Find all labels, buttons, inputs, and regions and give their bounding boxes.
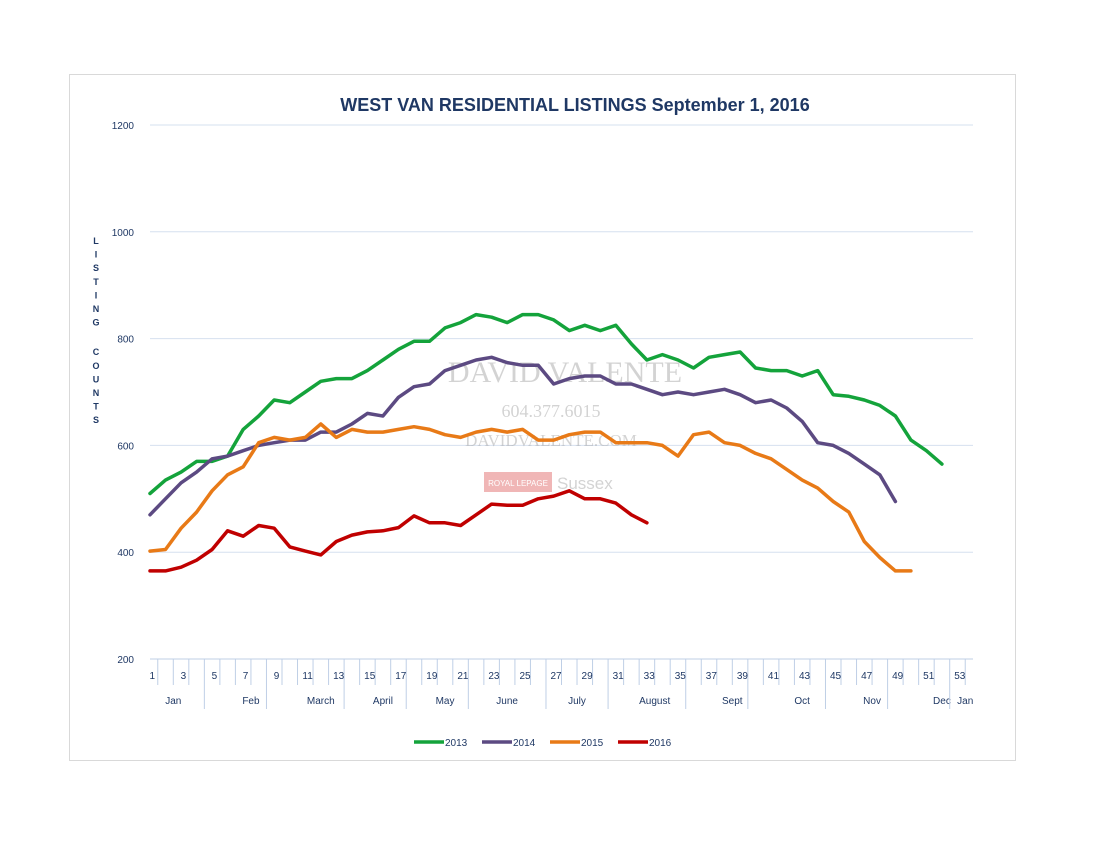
x-tick-label: 35 — [675, 671, 687, 682]
x-tick-label: 39 — [737, 671, 749, 682]
legend-label-2015: 2015 — [581, 738, 604, 749]
watermark-name: DAVID VALENTE — [448, 356, 682, 389]
series-line-2014 — [148, 355, 898, 517]
y-axis-label-letter: S — [93, 263, 99, 273]
x-tick-label: 23 — [488, 671, 500, 682]
x-tick-label: 51 — [923, 671, 935, 682]
y-axis-label-letter: L — [93, 236, 99, 246]
y-axis-label-letter: N — [93, 388, 100, 398]
x-tick-label: 47 — [861, 671, 873, 682]
y-axis-label-letter: G — [92, 318, 99, 328]
y-tick-label: 800 — [117, 335, 134, 346]
month-label: July — [568, 696, 586, 707]
x-tick-label: 33 — [644, 671, 656, 682]
series-line-2013 — [148, 312, 944, 496]
y-axis-label-letter: N — [93, 304, 100, 314]
month-label: August — [639, 696, 670, 707]
watermark: DAVID VALENTE 604.377.6015 DAVIDVALENTE.… — [448, 356, 682, 493]
y-axis-label-letter: U — [93, 374, 100, 384]
gridlines — [150, 124, 973, 660]
x-tick-label: 5 — [212, 671, 218, 682]
month-label: Sept — [722, 696, 743, 707]
x-tick-label: 21 — [457, 671, 469, 682]
month-label: April — [373, 696, 393, 707]
month-label: June — [496, 696, 518, 707]
watermark-brand-box — [484, 472, 552, 492]
watermark-brand: ROYAL LEPAGE — [488, 479, 548, 488]
month-label: May — [436, 696, 455, 707]
x-tick-label: 43 — [799, 671, 811, 682]
x-tick-label: 31 — [613, 671, 625, 682]
x-tick-label: 13 — [333, 671, 345, 682]
month-label: Jan — [957, 696, 973, 707]
x-tick-label: 45 — [830, 671, 842, 682]
legend: 2013 2014 2015 2016 — [414, 738, 672, 749]
x-tick-label: 7 — [243, 671, 249, 682]
y-axis-label-letter: T — [93, 277, 99, 287]
y-axis-label-letter: O — [92, 361, 99, 371]
x-tick-label: 53 — [954, 671, 966, 682]
month-label: Nov — [863, 696, 881, 707]
y-axis-label-letter: S — [93, 415, 99, 425]
y-axis-label-letter: I — [95, 250, 98, 260]
x-tick-label: 17 — [395, 671, 407, 682]
x-tick-label: 29 — [582, 671, 594, 682]
x-tick-label: 11 — [302, 671, 313, 682]
legend-label-2014: 2014 — [513, 738, 536, 749]
x-axis: 1 3 5 7 9 11 13 15 17 19 21 23 25 27 29 31 33 35 37 39 41 43 4… — [150, 658, 973, 709]
x-tick-label: 37 — [706, 671, 718, 682]
y-axis-label-letter: T — [93, 402, 99, 412]
x-tick-label: 1 — [150, 671, 156, 682]
series-group — [148, 312, 944, 573]
month-label: Jan — [165, 696, 181, 707]
month-label: Oct — [794, 696, 810, 707]
y-tick-label: 200 — [117, 655, 134, 666]
x-tick-label: 9 — [274, 671, 280, 682]
x-tick-label: 41 — [768, 671, 780, 682]
series-line-2015 — [148, 422, 913, 573]
y-tick-label: 1000 — [112, 228, 135, 239]
watermark-phone: 604.377.6015 — [502, 401, 601, 421]
month-label: Dec — [933, 696, 951, 707]
x-tick-label: 3 — [181, 671, 187, 682]
x-tick-label: 27 — [551, 671, 563, 682]
y-tick-label: 400 — [117, 548, 134, 559]
x-tick-label: 19 — [426, 671, 438, 682]
x-tick-label: 25 — [519, 671, 531, 682]
y-axis-label-letter: I — [95, 290, 98, 300]
y-axis-label-letter: C — [93, 347, 100, 357]
x-tick-label: 15 — [364, 671, 376, 682]
watermark-office: Sussex — [557, 474, 613, 493]
x-tick-label: 49 — [892, 671, 904, 682]
month-label: March — [307, 696, 335, 707]
legend-label-2013: 2013 — [445, 738, 468, 749]
chart-title: WEST VAN RESIDENTIAL LISTINGS September … — [340, 95, 809, 115]
series-line-2016 — [148, 489, 649, 573]
y-tick-label: 1200 — [112, 121, 135, 132]
legend-label-2016: 2016 — [649, 738, 672, 749]
y-tick-label: 600 — [117, 441, 134, 452]
chart-frame — [69, 74, 1016, 761]
y-axis: 200 400 600 800 1000 1200 — [112, 121, 135, 666]
month-label: Feb — [242, 696, 260, 707]
